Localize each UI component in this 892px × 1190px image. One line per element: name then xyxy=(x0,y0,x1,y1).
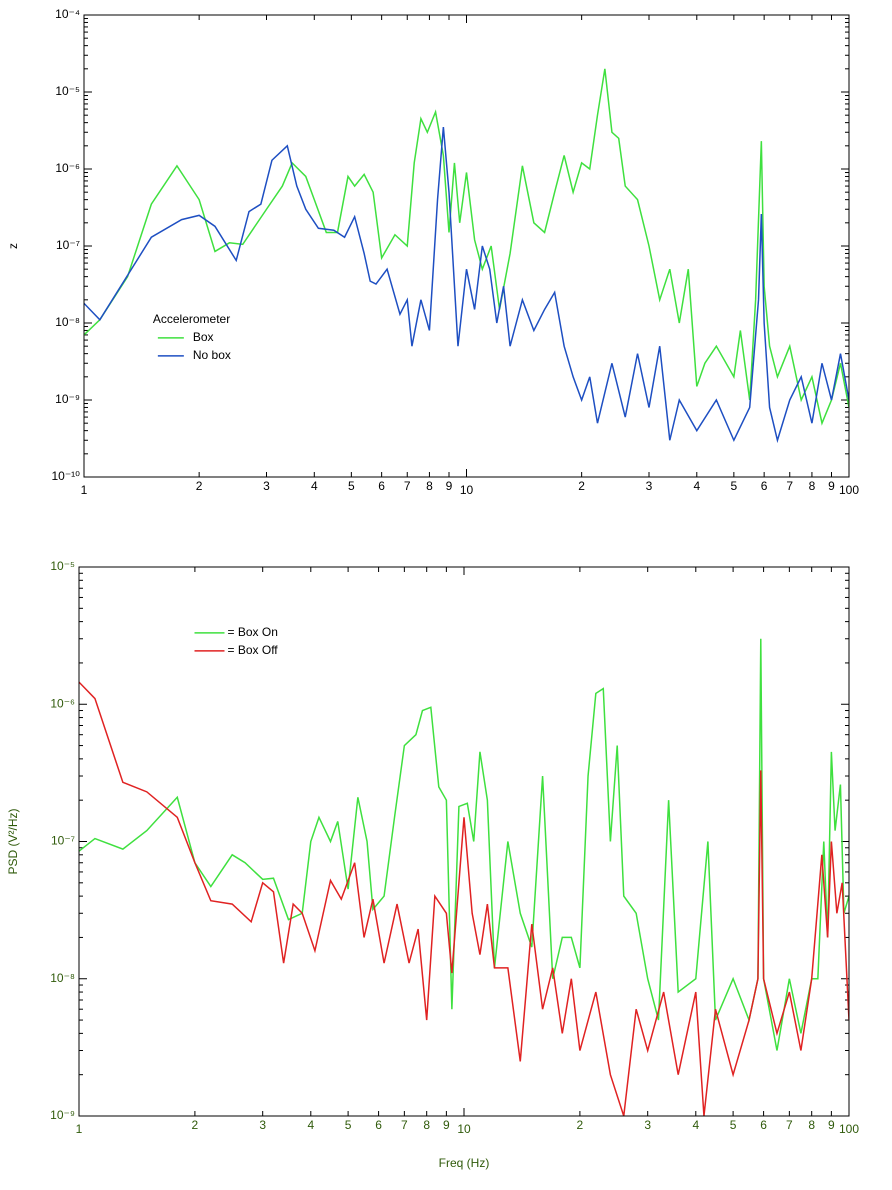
legend-label: Box xyxy=(193,330,214,344)
x-tick-label: 5 xyxy=(345,1118,352,1132)
y-axis-label: z xyxy=(6,243,20,249)
x-tick-label: 6 xyxy=(378,479,385,493)
series-line xyxy=(84,127,849,444)
x-tick-label: 5 xyxy=(730,1118,737,1132)
y-tick-label: 10⁻⁵ xyxy=(55,84,80,98)
x-tick-label: 1 xyxy=(81,483,88,497)
x-tick-label: 4 xyxy=(692,1118,699,1132)
series-line xyxy=(79,638,849,1051)
x-tick-label: 3 xyxy=(644,1118,651,1132)
y-tick-label: 10⁻⁷ xyxy=(51,834,75,848)
x-tick-label: 6 xyxy=(375,1118,382,1132)
x-tick-label: 9 xyxy=(446,479,453,493)
x-tick-label: 3 xyxy=(259,1118,266,1132)
x-tick-label: 2 xyxy=(196,479,203,493)
x-tick-label: 3 xyxy=(263,479,270,493)
x-tick-label: 1 xyxy=(76,1122,83,1136)
x-tick-label: 5 xyxy=(348,479,355,493)
legend-label: = Box On xyxy=(228,625,278,639)
y-axis-label: PSD (V²/Hz) xyxy=(6,808,20,874)
y-tick-label: 10⁻⁸ xyxy=(50,971,75,985)
plot-frame xyxy=(83,14,850,478)
x-tick-label: 100 xyxy=(839,1122,859,1136)
y-tick-label: 10⁻¹⁰ xyxy=(52,469,81,483)
x-tick-label: 8 xyxy=(809,479,816,493)
y-tick-label: 10⁻⁹ xyxy=(55,392,80,406)
x-tick-label: 6 xyxy=(760,1118,767,1132)
x-tick-label: 8 xyxy=(423,1118,430,1132)
x-tick-label: 2 xyxy=(192,1118,199,1132)
series-line xyxy=(79,681,849,1116)
x-tick-label: 9 xyxy=(828,1118,835,1132)
legend-label: = Box Off xyxy=(228,643,279,657)
x-tick-label: 5 xyxy=(731,479,738,493)
y-tick-label: 10⁻⁷ xyxy=(56,238,80,252)
y-tick-label: 10⁻⁶ xyxy=(50,696,75,710)
series-line xyxy=(84,68,849,426)
x-tick-label: 10 xyxy=(460,483,474,497)
x-tick-label: 9 xyxy=(828,479,835,493)
x-tick-label: 4 xyxy=(693,479,700,493)
x-tick-label: 7 xyxy=(786,1118,793,1132)
plot-frame xyxy=(78,566,850,1117)
x-tick-label: 7 xyxy=(786,479,793,493)
x-tick-label: 3 xyxy=(646,479,653,493)
y-tick-label: 10⁻⁶ xyxy=(55,161,80,175)
y-tick-label: 10⁻⁴ xyxy=(55,7,80,21)
x-tick-label: 6 xyxy=(761,479,768,493)
y-tick-label: 10⁻⁸ xyxy=(55,315,80,329)
x-tick-label: 7 xyxy=(404,479,411,493)
x-axis-label: Freq (Hz) xyxy=(439,1156,490,1170)
chart: 10⁻⁹10⁻⁸10⁻⁷10⁻⁶10⁻⁵1 2 3 4 5 6 7 8 9 10 2 3 4 5 6 7 8 9 1… xyxy=(6,559,859,1170)
x-tick-label: 4 xyxy=(307,1118,314,1132)
y-tick-label: 10⁻⁹ xyxy=(50,1108,75,1122)
x-tick-label: 9 xyxy=(443,1118,450,1132)
x-tick-label: 10 xyxy=(457,1122,471,1136)
x-tick-label: 2 xyxy=(578,479,585,493)
x-tick-label: 7 xyxy=(401,1118,408,1132)
x-tick-label: 4 xyxy=(311,479,318,493)
y-tick-label: 10⁻⁵ xyxy=(50,559,75,573)
legend-label: No box xyxy=(193,348,231,362)
x-tick-label: 8 xyxy=(426,479,433,493)
x-tick-label: 2 xyxy=(577,1118,584,1132)
x-tick-label: 8 xyxy=(808,1118,815,1132)
x-tick-label: 100 xyxy=(839,483,859,497)
legend-title: Accelerometer xyxy=(153,312,230,326)
